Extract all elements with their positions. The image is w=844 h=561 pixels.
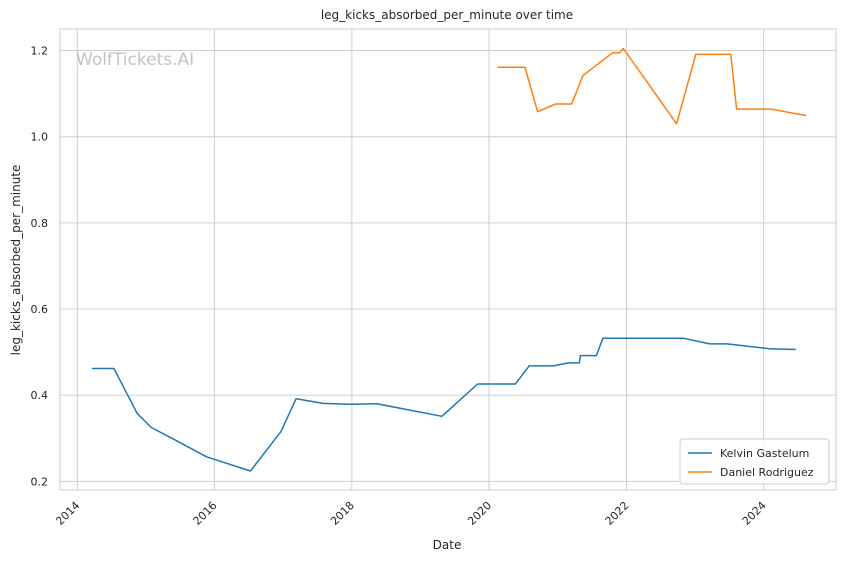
y-tick-label: 1.0 <box>31 131 49 144</box>
y-axis-ticks: 0.2 0.4 0.6 0.8 1.0 1.2 <box>31 45 49 489</box>
x-tick-label: 2018 <box>328 499 357 528</box>
legend-box <box>679 438 830 485</box>
series-line-daniel-rodriguez <box>497 47 807 125</box>
y-axis-label: leg_kicks_absorbed_per_minute <box>9 165 23 356</box>
x-tick-label: 2016 <box>191 499 220 528</box>
legend-label-daniel: Daniel Rodriguez <box>720 466 814 479</box>
x-axis-label: Date <box>433 538 462 552</box>
y-tick-label: 0.6 <box>31 303 49 316</box>
watermark: WolfTickets.AI <box>76 50 194 70</box>
x-tick-label: 2022 <box>603 499 632 528</box>
legend-label-kelvin: Kelvin Gastelum <box>720 447 809 460</box>
x-axis-ticks: 2014 2016 2018 2020 2022 2024 <box>53 499 768 528</box>
x-tick-label: 2024 <box>740 499 769 528</box>
chart-title: leg_kicks_absorbed_per_minute over time <box>321 8 573 22</box>
grid-lines <box>60 29 836 490</box>
y-tick-label: 0.2 <box>31 475 49 488</box>
legend: Kelvin Gastelum Daniel Rodriguez <box>679 438 830 485</box>
y-tick-label: 0.4 <box>31 389 49 402</box>
series-line-kelvin-gastelum <box>91 337 796 472</box>
series-layer <box>91 47 807 472</box>
x-tick-label: 2020 <box>465 499 494 528</box>
plot-area-frame <box>59 28 837 491</box>
x-tick-label: 2014 <box>53 499 82 528</box>
y-tick-label: 0.8 <box>31 217 49 230</box>
y-tick-label: 1.2 <box>31 45 49 58</box>
